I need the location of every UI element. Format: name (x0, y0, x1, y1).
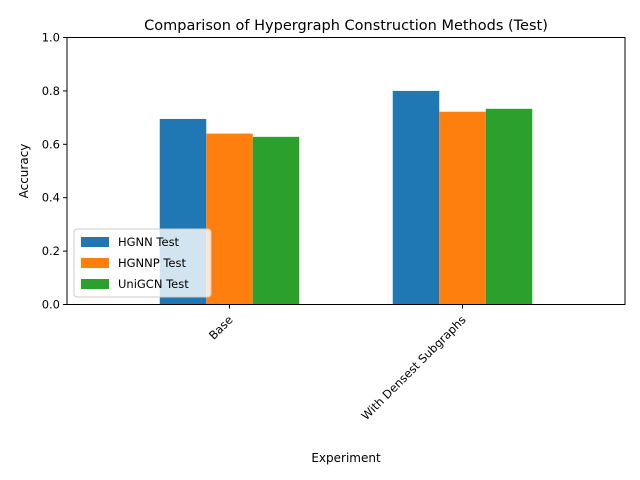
y-tick-label: 1.0 (42, 31, 60, 45)
x-axis: Base With Densest Subgraphs (206, 304, 469, 423)
y-tick-label: 0.6 (42, 137, 60, 151)
bar-hgnnp-test-1 (439, 111, 486, 305)
legend-label: HGNN Test (118, 235, 180, 249)
bars-group (159, 90, 533, 305)
x-tick-label: With Densest Subgraphs (358, 313, 468, 423)
y-axis: 0.0 0.2 0.4 0.6 0.8 1.0 (42, 31, 67, 312)
y-tick-label: 0.8 (42, 84, 60, 98)
bar-hgnnp-test-0 (206, 133, 253, 305)
x-tick-label: Base (206, 313, 236, 343)
legend-swatch (81, 279, 109, 289)
legend-label: HGNNP Test (118, 256, 186, 270)
x-axis-label: Experiment (311, 451, 381, 465)
y-tick-label: 0.2 (42, 244, 60, 258)
bar-unigcn-test-0 (252, 136, 300, 305)
legend: HGNN Test HGNNP Test UniGCN Test (73, 228, 212, 298)
y-tick-label: 0.4 (42, 191, 60, 205)
legend-label: UniGCN Test (118, 277, 189, 291)
legend-swatch (81, 258, 109, 268)
bar-hgnn-test-1 (392, 90, 440, 305)
y-axis-label: Accuracy (17, 144, 31, 199)
legend-swatch (81, 237, 109, 247)
plot-frame (66, 37, 626, 305)
y-tick-label: 0.0 (42, 298, 60, 312)
bar-unigcn-test-1 (485, 108, 533, 305)
chart-title: Comparison of Hypergraph Construction Me… (144, 18, 548, 34)
